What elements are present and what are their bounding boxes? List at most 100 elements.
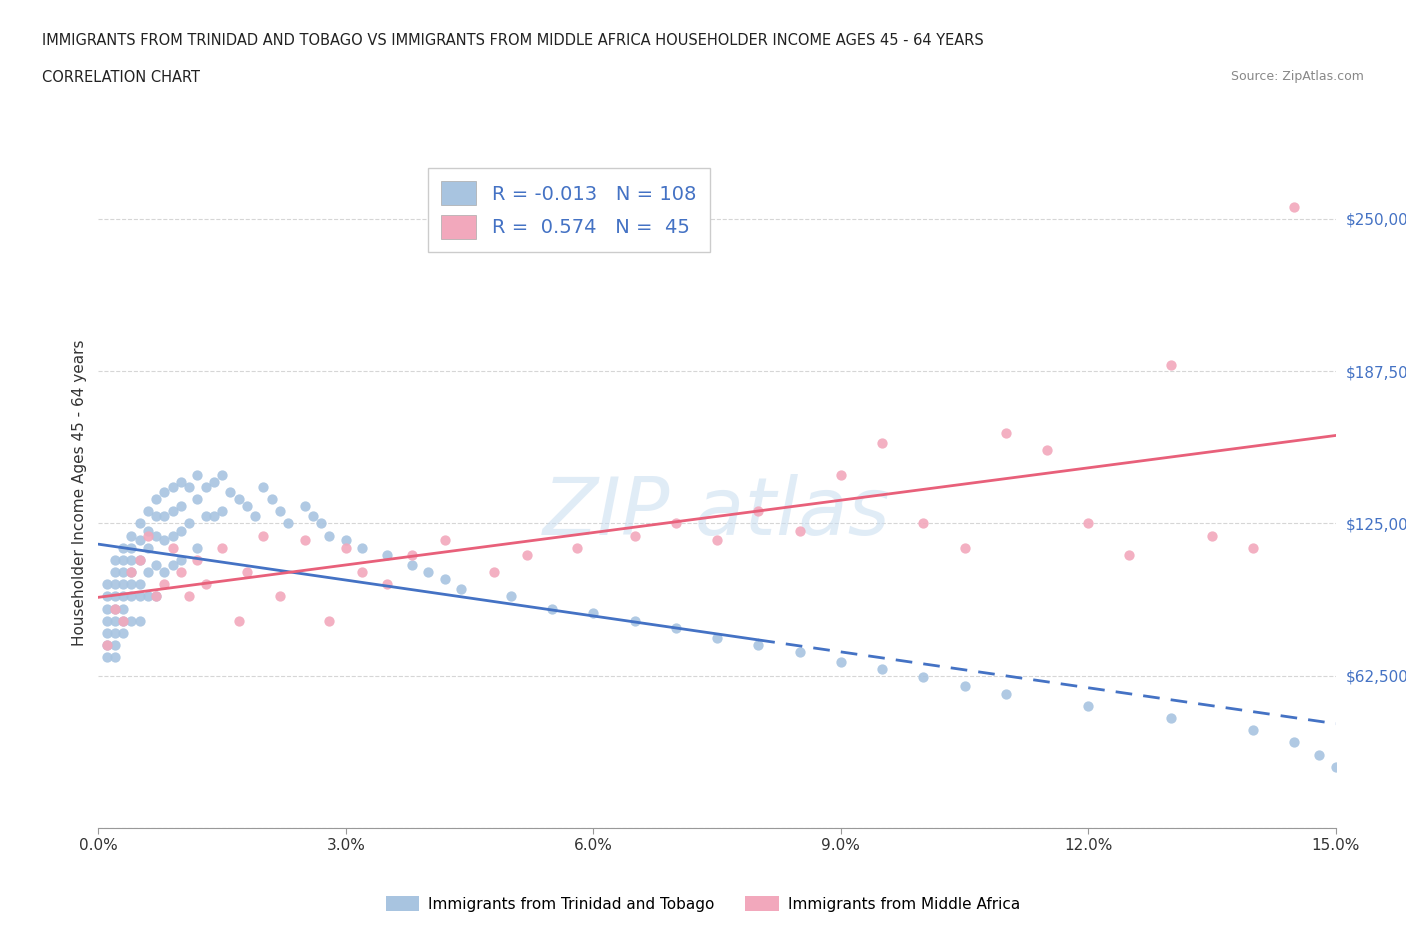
Point (120, 613, 142, 628)
Point (112, 601, 135, 616)
Point (145, 557, 167, 572)
Point (153, 565, 176, 579)
Point (228, 492, 250, 507)
Point (1118, 548, 1140, 563)
Point (994, 686, 1017, 701)
Point (104, 626, 127, 641)
Point (96, 589, 118, 604)
Point (1160, 358, 1182, 373)
Point (953, 679, 976, 694)
Point (953, 540, 976, 555)
Point (252, 479, 274, 494)
Point (747, 638, 769, 653)
Point (179, 589, 201, 604)
Point (202, 509, 225, 524)
Point (252, 528, 274, 543)
Point (352, 540, 374, 555)
Point (269, 589, 291, 604)
Point (136, 589, 159, 604)
Point (186, 552, 208, 567)
Point (194, 577, 217, 591)
Point (211, 467, 233, 482)
Point (136, 540, 159, 555)
Point (211, 504, 233, 519)
Point (418, 565, 440, 579)
Point (830, 467, 852, 482)
Point (1324, 760, 1347, 775)
Point (186, 467, 208, 482)
Point (401, 548, 423, 563)
Point (96, 650, 118, 665)
Point (541, 601, 564, 616)
Point (120, 577, 142, 591)
Point (1284, 199, 1306, 214)
Point (104, 552, 127, 567)
Point (145, 589, 167, 604)
Point (789, 644, 811, 659)
Point (153, 509, 176, 524)
Point (170, 498, 193, 513)
Point (170, 552, 193, 567)
Point (179, 516, 201, 531)
Legend: Immigrants from Trinidad and Tobago, Immigrants from Middle Africa: Immigrants from Trinidad and Tobago, Imm… (380, 889, 1026, 918)
Point (1036, 443, 1059, 458)
Point (136, 565, 159, 579)
Point (499, 589, 522, 604)
Point (994, 426, 1017, 441)
Point (104, 650, 127, 665)
Point (128, 516, 150, 531)
Text: IMMIGRANTS FROM TRINIDAD AND TOBAGO VS IMMIGRANTS FROM MIDDLE AFRICA HOUSEHOLDER: IMMIGRANTS FROM TRINIDAD AND TOBAGO VS I… (42, 33, 984, 47)
Point (112, 565, 135, 579)
Point (120, 565, 142, 579)
Text: CORRELATION CHART: CORRELATION CHART (42, 70, 200, 85)
Point (375, 577, 398, 591)
Point (104, 638, 127, 653)
Point (194, 479, 217, 494)
Point (145, 509, 167, 524)
Point (484, 565, 506, 579)
Point (96, 601, 118, 616)
Point (128, 577, 150, 591)
Point (112, 613, 135, 628)
Point (136, 524, 159, 538)
Point (162, 528, 184, 543)
Point (830, 655, 852, 670)
Point (335, 533, 357, 548)
Point (352, 565, 374, 579)
Point (401, 557, 423, 572)
Point (294, 498, 316, 513)
Point (747, 504, 769, 519)
Point (153, 577, 176, 591)
Point (96, 613, 118, 628)
Point (170, 565, 193, 579)
Point (870, 662, 893, 677)
Point (128, 552, 150, 567)
Point (162, 540, 184, 555)
Point (96, 626, 118, 641)
Point (236, 565, 259, 579)
Point (120, 528, 142, 543)
Point (450, 581, 472, 596)
Point (136, 528, 159, 543)
Point (1241, 723, 1264, 737)
Point (582, 606, 605, 621)
Point (294, 533, 316, 548)
Point (706, 631, 728, 645)
Point (179, 479, 201, 494)
Point (318, 613, 340, 628)
Point (302, 509, 325, 524)
Point (145, 589, 167, 604)
Point (162, 479, 184, 494)
Y-axis label: Householder Income Ages 45 - 64 years: Householder Income Ages 45 - 64 years (72, 339, 87, 646)
Point (162, 504, 184, 519)
Point (104, 589, 127, 604)
Point (277, 516, 299, 531)
Point (128, 533, 150, 548)
Point (665, 516, 688, 531)
Point (228, 613, 250, 628)
Point (120, 589, 142, 604)
Point (112, 577, 135, 591)
Point (1241, 540, 1264, 555)
Point (128, 552, 150, 567)
Point (162, 557, 184, 572)
